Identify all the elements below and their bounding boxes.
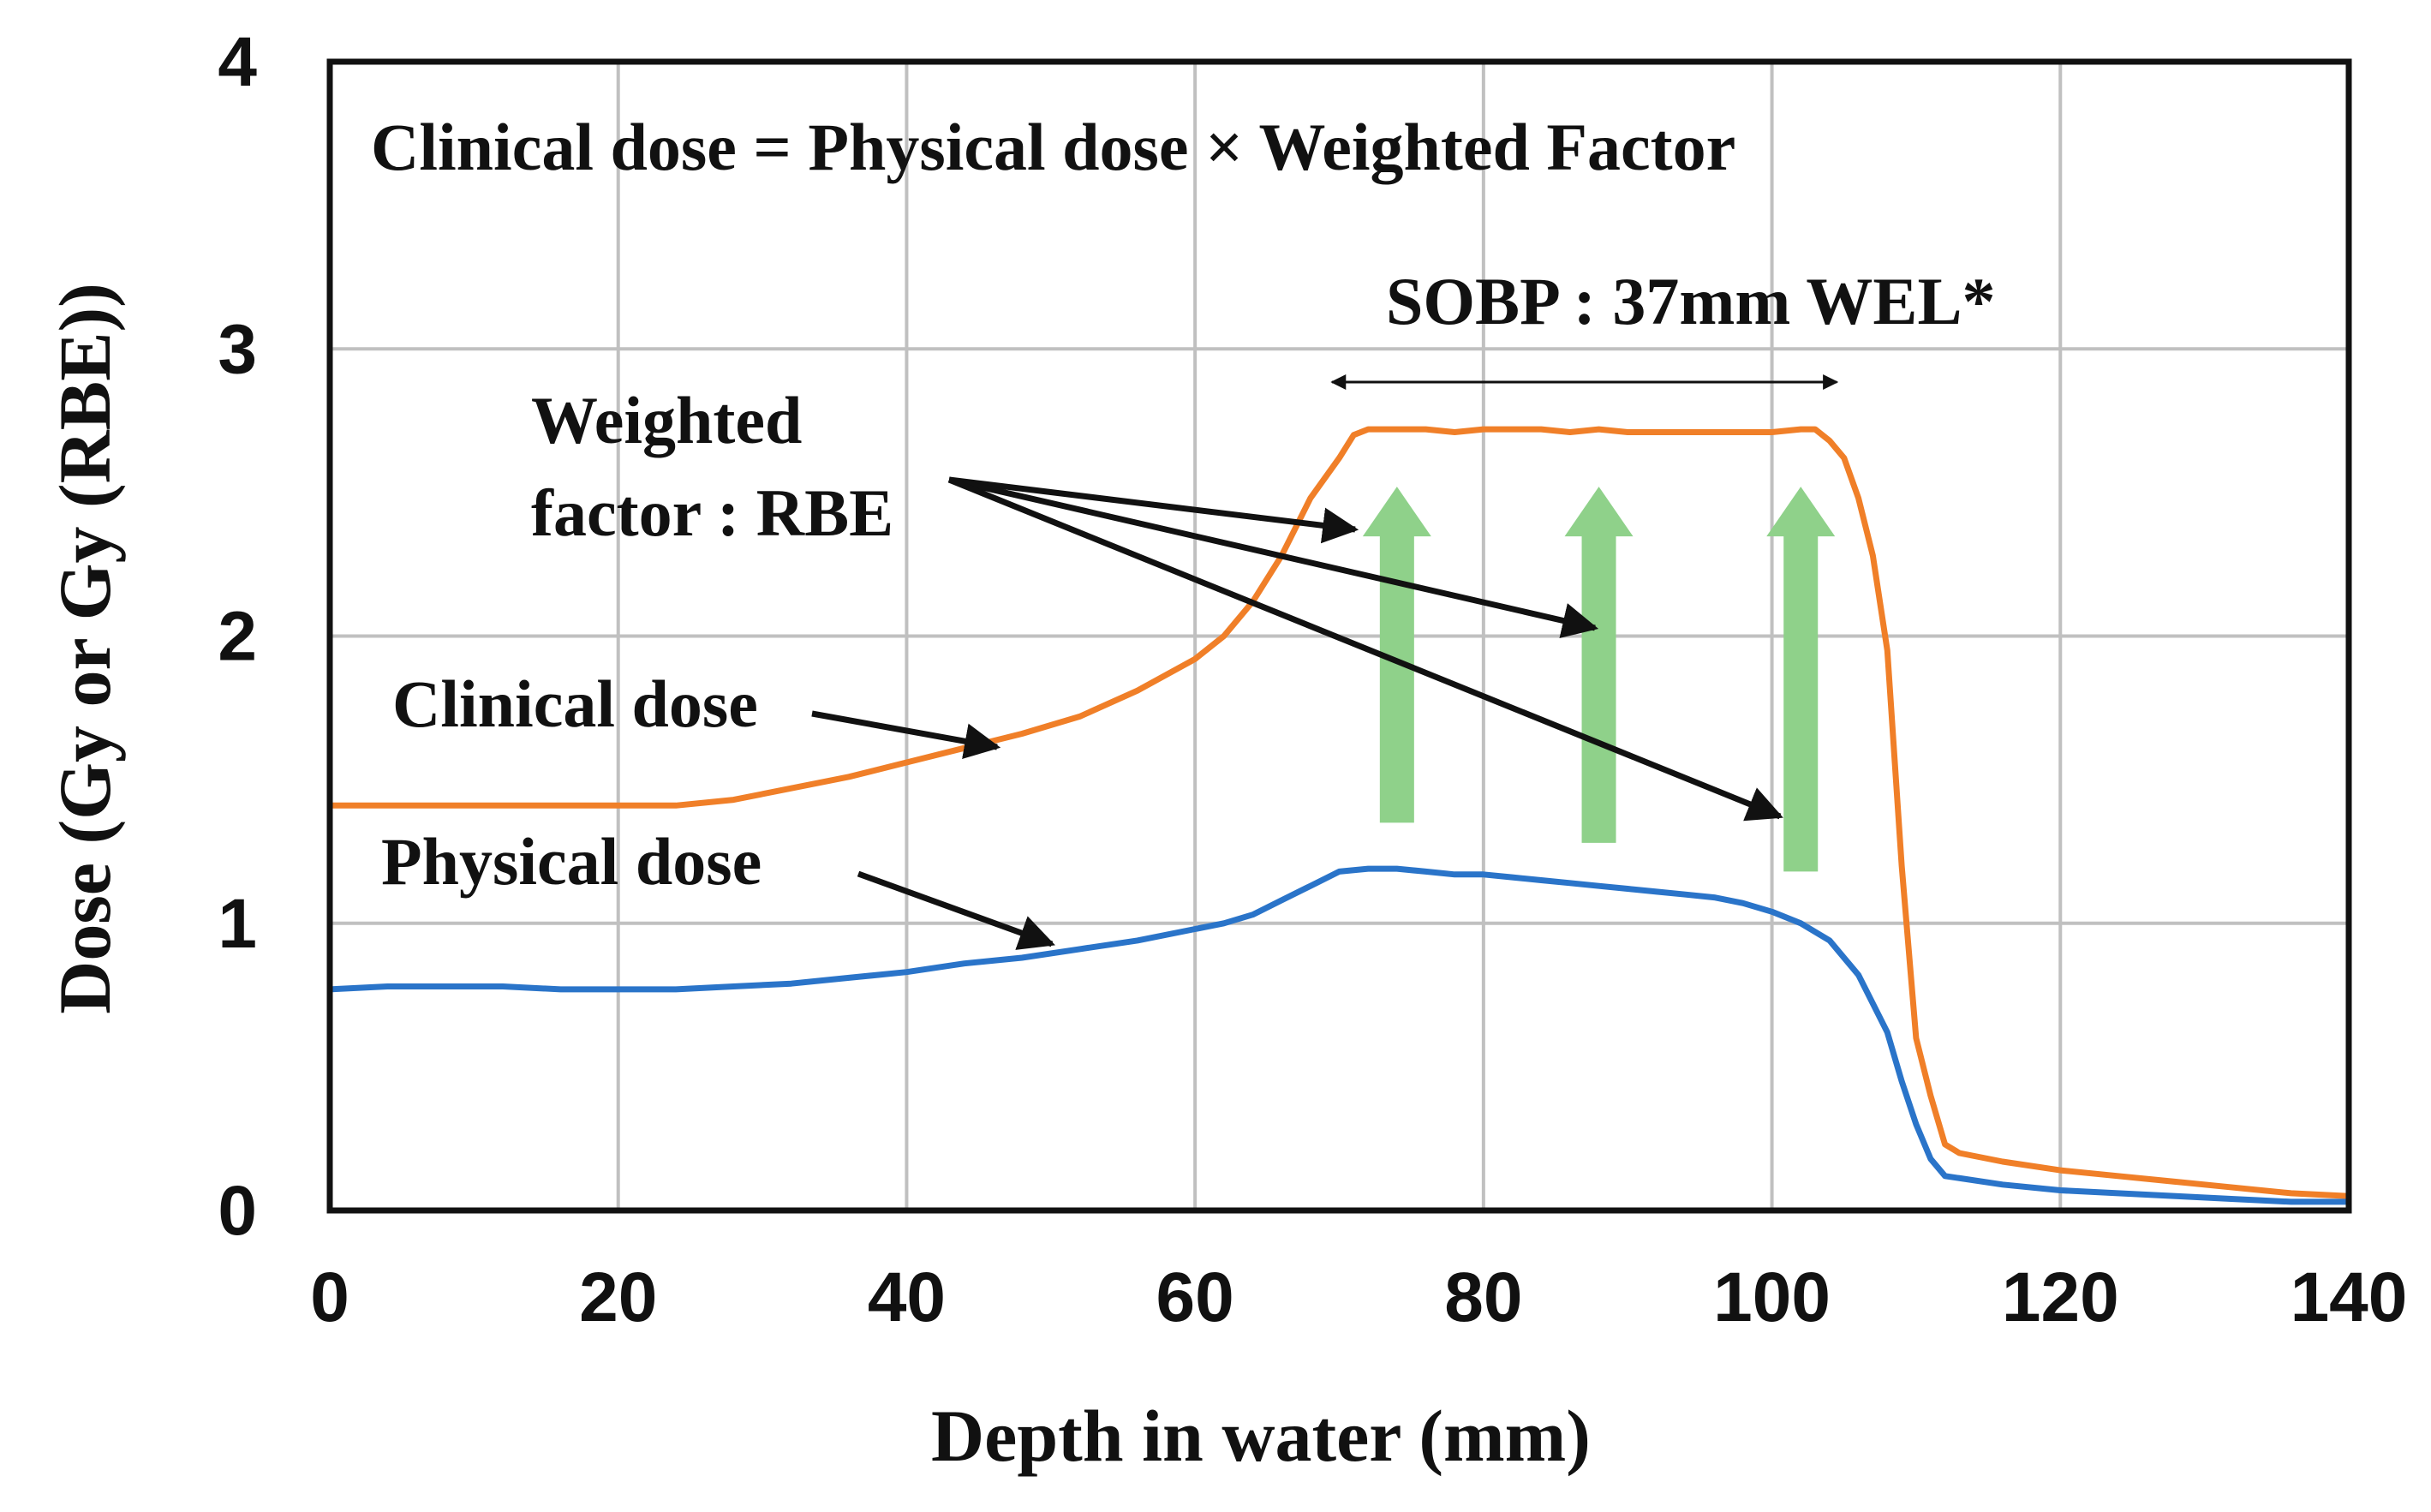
weighted-pointer-arrow-2 bbox=[948, 476, 1599, 639]
y-tick-label-1: 1 bbox=[218, 885, 257, 963]
rbe-arrows bbox=[1362, 487, 1836, 872]
x-tick-label-20: 20 bbox=[579, 1258, 657, 1336]
rbe-arrow-3 bbox=[1766, 487, 1836, 872]
y-tick-label-0: 0 bbox=[218, 1172, 257, 1250]
y-tick-label-2: 2 bbox=[218, 598, 257, 676]
sobp-label: SOBP : 37mm WEL* bbox=[1386, 264, 1995, 338]
physical-dose-pointer-arrow bbox=[857, 870, 1055, 950]
y-tick-label-4: 4 bbox=[218, 23, 257, 101]
x-tick-label-0: 0 bbox=[310, 1258, 349, 1336]
x-tick-label-40: 40 bbox=[868, 1258, 946, 1336]
physical-dose-label: Physical dose bbox=[381, 824, 762, 899]
rbe-arrow-2 bbox=[1564, 487, 1634, 843]
x-tick-label-60: 60 bbox=[1156, 1258, 1234, 1336]
weighted-factor-label-line2: factor : RBE bbox=[531, 475, 893, 550]
grid-lines bbox=[330, 62, 2349, 1210]
y-tick-label-3: 3 bbox=[218, 310, 257, 388]
physical-dose-line bbox=[326, 865, 2352, 1205]
x-tick-label-120: 120 bbox=[2002, 1258, 2119, 1336]
rbe-arrow-1 bbox=[1362, 487, 1431, 823]
x-tick-label-140: 140 bbox=[2291, 1258, 2408, 1336]
clinical-dose-pointer-arrow bbox=[811, 710, 1001, 759]
tick-labels: 0 20 40 60 80 100 120 140 0 1 2 3 4 bbox=[218, 23, 2407, 1336]
plot-area-frame bbox=[326, 58, 2352, 1214]
weighted-factor-label-line1: Weighted bbox=[531, 383, 802, 457]
weighted-pointer-arrow-3 bbox=[947, 476, 1783, 822]
formula-annotation: Clinical dose = Physical dose × Weighted… bbox=[371, 110, 1735, 184]
x-tick-label-80: 80 bbox=[1444, 1258, 1522, 1336]
weighted-pointer-arrow-1 bbox=[948, 476, 1359, 544]
clinical-dose-line bbox=[326, 426, 2352, 1199]
y-axis-label: Dose (Gy or Gy (RBE)) bbox=[44, 283, 126, 1014]
series-layer bbox=[326, 426, 2352, 1205]
x-axis-label: Depth in water (mm) bbox=[931, 1395, 1591, 1477]
clinical-dose-label: Clinical dose bbox=[392, 666, 758, 741]
x-tick-label-100: 100 bbox=[1713, 1258, 1831, 1336]
